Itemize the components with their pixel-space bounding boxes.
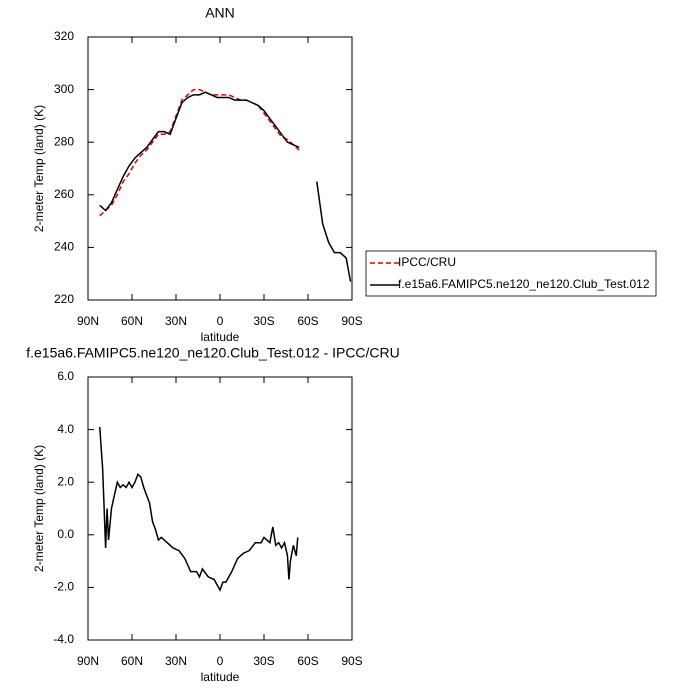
data-line [99, 91, 300, 212]
y-axis-label: 2-meter Temp (land) (K) [32, 105, 46, 232]
x-axis-label: latitude [201, 330, 240, 344]
y-tick-label: 260 [54, 187, 74, 201]
y-tick-label: 4.0 [57, 422, 74, 436]
x-tick-label: 60S [297, 314, 318, 328]
y-tick-label: 300 [54, 82, 74, 96]
y-tick-label: 320 [54, 29, 74, 43]
y-tick-label: 240 [54, 240, 74, 254]
y-axis-label: 2-meter Temp (land) (K) [32, 445, 46, 572]
y-tick-label: 2.0 [57, 474, 74, 488]
x-tick-label: 30S [253, 314, 274, 328]
legend-box [365, 250, 657, 297]
x-tick-label: 90S [341, 314, 362, 328]
chart-title: f.e15a6.FAMIPC5.ne120_ne120.Club_Test.01… [26, 345, 400, 361]
legend-label: IPCC/CRU [398, 255, 456, 269]
x-axis-label: latitude [201, 670, 240, 684]
x-tick-label: 60S [297, 654, 318, 668]
legend-label: f.e15a6.FAMIPC5.ne120_ne120.Club_Test.01… [398, 277, 650, 291]
plot-frame [87, 376, 353, 641]
chart-title: ANN [205, 5, 235, 21]
data-line [316, 181, 352, 282]
x-tick-label: 0 [217, 314, 224, 328]
x-tick-label: 30N [165, 654, 187, 668]
y-tick-label: 6.0 [57, 369, 74, 383]
x-tick-label: 90S [341, 654, 362, 668]
x-tick-label: 60N [121, 314, 143, 328]
data-line [99, 88, 300, 217]
x-tick-label: 0 [217, 654, 224, 668]
x-tick-label: 90N [77, 654, 99, 668]
y-tick-label: 220 [54, 292, 74, 306]
y-tick-label: 280 [54, 134, 74, 148]
x-tick-label: 90N [77, 314, 99, 328]
x-tick-label: 30S [253, 654, 274, 668]
y-tick-label: 0.0 [57, 527, 74, 541]
x-tick-label: 30N [165, 314, 187, 328]
data-line [98, 426, 299, 592]
y-tick-label: -4.0 [53, 632, 74, 646]
y-tick-label: -2.0 [53, 580, 74, 594]
x-tick-label: 60N [121, 654, 143, 668]
